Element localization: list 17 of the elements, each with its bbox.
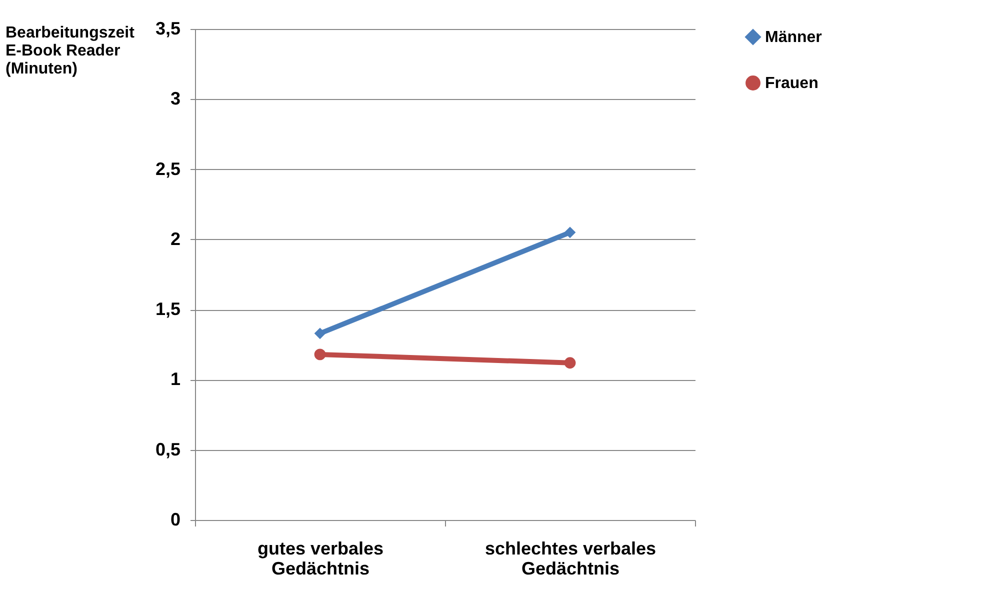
y-tick-label: 3,5: [155, 18, 180, 38]
legend-label: Frauen: [765, 75, 818, 92]
point: [314, 348, 326, 360]
y-tick-label: 0: [170, 510, 180, 530]
x-tick-label: schlechtes verbales Gedächtnis: [484, 538, 656, 578]
point: [314, 328, 326, 340]
legend-label: Männer: [765, 29, 822, 46]
y-tick-label: 1,5: [155, 299, 180, 320]
point: [564, 226, 576, 238]
y-tick-label: 2: [170, 228, 180, 249]
y-tick-label: 2,5: [155, 158, 180, 179]
y-tick-label: 3: [170, 88, 180, 109]
y-axis-title: Bearbeitungszeit E-Book Reader (Minuten): [6, 24, 136, 78]
x-tick-label: gutes verbales Gedächtnis: [257, 538, 384, 578]
y-tick-label: 0,5: [155, 439, 180, 460]
point: [564, 357, 576, 369]
y-tick-label: 1: [170, 369, 180, 390]
